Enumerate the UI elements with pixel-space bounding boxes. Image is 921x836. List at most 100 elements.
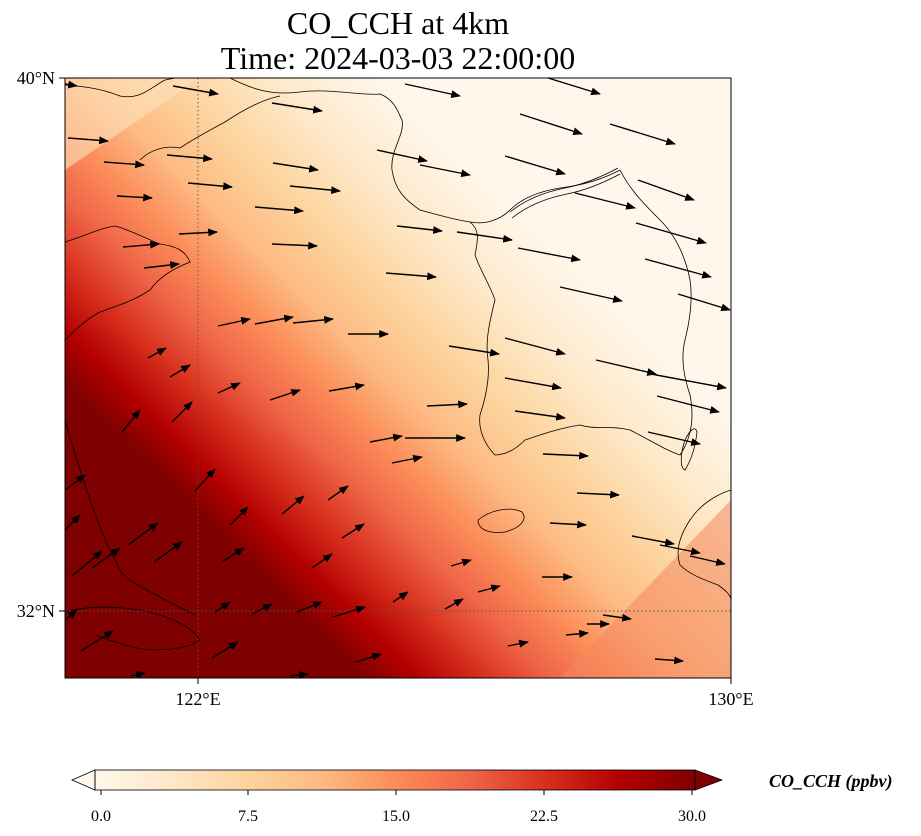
colorbar-tick-label: 15.0 <box>382 808 410 825</box>
wind-arrow <box>565 629 589 638</box>
wind-arrow <box>296 601 323 613</box>
wind-arrow <box>654 656 684 665</box>
wind-arrow <box>650 373 727 391</box>
wind-arrow <box>659 544 701 556</box>
wind-arrow <box>391 454 423 464</box>
wind-arrow <box>504 337 566 356</box>
wind-arrow <box>456 231 513 243</box>
coastline-japan-kyushu <box>677 489 731 601</box>
axis-ticks <box>59 77 732 684</box>
colorbar-tick-label: 0.0 <box>91 808 111 825</box>
wind-arrow <box>80 630 114 652</box>
wind-arrow <box>254 314 294 325</box>
wind-arrow <box>637 179 695 201</box>
wind-arrow <box>519 113 583 136</box>
wind-arrow <box>507 639 529 648</box>
wind-arrow <box>576 490 620 499</box>
gridlines <box>65 78 731 678</box>
wind-arrow <box>116 193 153 202</box>
wind-arrow <box>281 495 305 515</box>
wind-arrow <box>289 185 341 195</box>
colorbar-extend-high <box>694 769 724 791</box>
plume-fringe-southeast <box>560 500 731 678</box>
wind-arrow <box>574 192 636 210</box>
wind-arrow <box>289 671 309 679</box>
colorbar-extend-low <box>70 769 96 791</box>
wind-arrow <box>166 154 213 163</box>
wind-arrow <box>171 401 193 423</box>
coastline-jiangsu <box>65 419 196 616</box>
wind-arrow <box>169 364 191 378</box>
map-title-line2: Time: 2024-03-03 22:00:00 <box>220 40 576 76</box>
map-frame <box>64 77 732 679</box>
plume-fringe-northwest <box>65 78 200 170</box>
wind-arrow <box>426 400 468 409</box>
wind-arrow <box>129 670 146 679</box>
wind-arrow <box>271 102 323 114</box>
wind-arrow <box>542 451 589 460</box>
wind-arrow <box>450 558 472 567</box>
colorbar: 0.0 7.5 15.0 22.5 30.0 CO_CCH (ppbv) <box>70 769 893 825</box>
wind-arrow <box>217 317 251 327</box>
wind-arrow <box>404 83 461 98</box>
wind-arrow <box>504 155 566 176</box>
colorbar-tick-label: 7.5 <box>238 808 258 825</box>
wind-arrow <box>217 382 241 394</box>
wind-arrow <box>178 228 218 237</box>
wind-arrow <box>517 247 581 263</box>
colorbar-gradient <box>95 770 695 790</box>
wind-arrow <box>64 474 86 491</box>
wind-arrow <box>147 347 167 359</box>
wind-arrow <box>127 522 159 546</box>
wind-arrow <box>355 652 382 663</box>
wind-arrow <box>91 547 121 569</box>
wind-arrow <box>559 286 623 303</box>
wind-arrow <box>396 225 443 234</box>
wind-vectors <box>64 77 731 679</box>
wind-arrow <box>172 85 219 97</box>
wind-arrow <box>211 641 239 659</box>
lat-tick-label-32: 32°N <box>17 601 55 621</box>
coastline-shandong <box>65 225 191 341</box>
wind-arrow <box>549 520 587 529</box>
coastline-china-north <box>65 78 621 224</box>
wind-arrow <box>376 149 428 163</box>
wind-arrow <box>392 591 409 603</box>
coastline-jeju <box>477 508 525 533</box>
wind-arrow <box>64 80 78 89</box>
wind-arrow <box>385 272 437 281</box>
wind-arrow <box>221 547 245 563</box>
wind-arrow <box>272 162 319 173</box>
concentration-field <box>65 78 731 678</box>
colorbar-tick-label: 30.0 <box>678 808 706 825</box>
wind-arrow <box>644 258 712 279</box>
map-title-line1: CO_CCH at 4km <box>286 5 510 41</box>
wind-arrow <box>514 410 566 421</box>
wind-arrow <box>64 609 78 621</box>
wind-arrow <box>143 261 180 269</box>
lat-tick-label-40: 40°N <box>17 68 55 88</box>
coastline-yangtze-estuary <box>65 606 201 651</box>
wind-arrow <box>67 136 109 145</box>
wind-arrow <box>602 613 632 622</box>
wind-arrow <box>71 550 103 577</box>
wind-arrow <box>251 603 273 615</box>
wind-arrow <box>631 535 675 547</box>
wind-arrow <box>419 164 471 178</box>
wind-arrow <box>194 468 216 492</box>
wind-arrow <box>609 123 676 146</box>
wind-arrow <box>328 382 365 392</box>
wind-arrow <box>647 431 701 446</box>
wind-arrow <box>635 222 707 245</box>
wind-arrow <box>254 206 304 215</box>
lon-tick-label-130: 130°E <box>708 689 753 709</box>
wind-arrow <box>448 345 500 357</box>
wind-arrow <box>341 523 365 539</box>
wind-arrow <box>269 389 301 401</box>
wind-arrow <box>311 553 333 569</box>
wind-arrow <box>369 433 403 443</box>
wind-arrow <box>64 514 81 531</box>
wind-arrow <box>444 598 464 610</box>
wind-arrow <box>121 409 141 433</box>
